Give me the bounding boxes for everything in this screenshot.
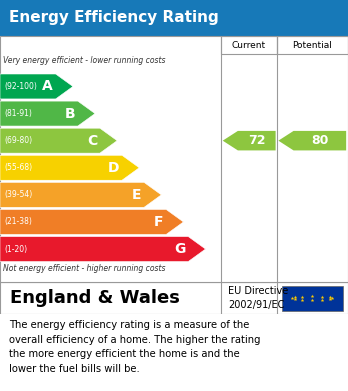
Text: G: G <box>174 242 185 256</box>
Text: Very energy efficient - lower running costs: Very energy efficient - lower running co… <box>3 56 166 65</box>
Polygon shape <box>278 131 346 151</box>
Polygon shape <box>0 182 161 207</box>
Bar <box>282 286 343 311</box>
Text: (1-20): (1-20) <box>4 244 27 253</box>
Text: F: F <box>154 215 164 229</box>
Text: Not energy efficient - higher running costs: Not energy efficient - higher running co… <box>3 264 166 273</box>
Polygon shape <box>0 210 183 235</box>
Bar <box>277 36 348 54</box>
Text: Energy Efficiency Rating: Energy Efficiency Rating <box>9 11 219 25</box>
Text: C: C <box>87 134 97 148</box>
Text: E: E <box>132 188 141 202</box>
Text: (39-54): (39-54) <box>4 190 32 199</box>
Polygon shape <box>0 237 206 262</box>
Polygon shape <box>0 74 73 99</box>
Text: (55-68): (55-68) <box>4 163 32 172</box>
Text: A: A <box>42 79 53 93</box>
Text: (21-38): (21-38) <box>4 217 32 226</box>
Text: B: B <box>64 107 75 120</box>
Text: EU Directive
2002/91/EC: EU Directive 2002/91/EC <box>228 286 288 310</box>
Text: England & Wales: England & Wales <box>10 289 180 307</box>
Polygon shape <box>0 155 139 180</box>
Text: (81-91): (81-91) <box>4 109 32 118</box>
Bar <box>221 36 277 54</box>
Text: D: D <box>108 161 119 175</box>
Text: The energy efficiency rating is a measure of the
overall efficiency of a home. T: The energy efficiency rating is a measur… <box>9 321 260 374</box>
Polygon shape <box>0 128 117 153</box>
Text: (69-80): (69-80) <box>4 136 32 145</box>
Polygon shape <box>0 101 95 126</box>
Text: Potential: Potential <box>292 41 332 50</box>
Text: Current: Current <box>232 41 266 50</box>
Text: 72: 72 <box>248 134 266 147</box>
Text: 80: 80 <box>311 134 329 147</box>
Polygon shape <box>223 131 276 151</box>
Text: (92-100): (92-100) <box>4 82 37 91</box>
